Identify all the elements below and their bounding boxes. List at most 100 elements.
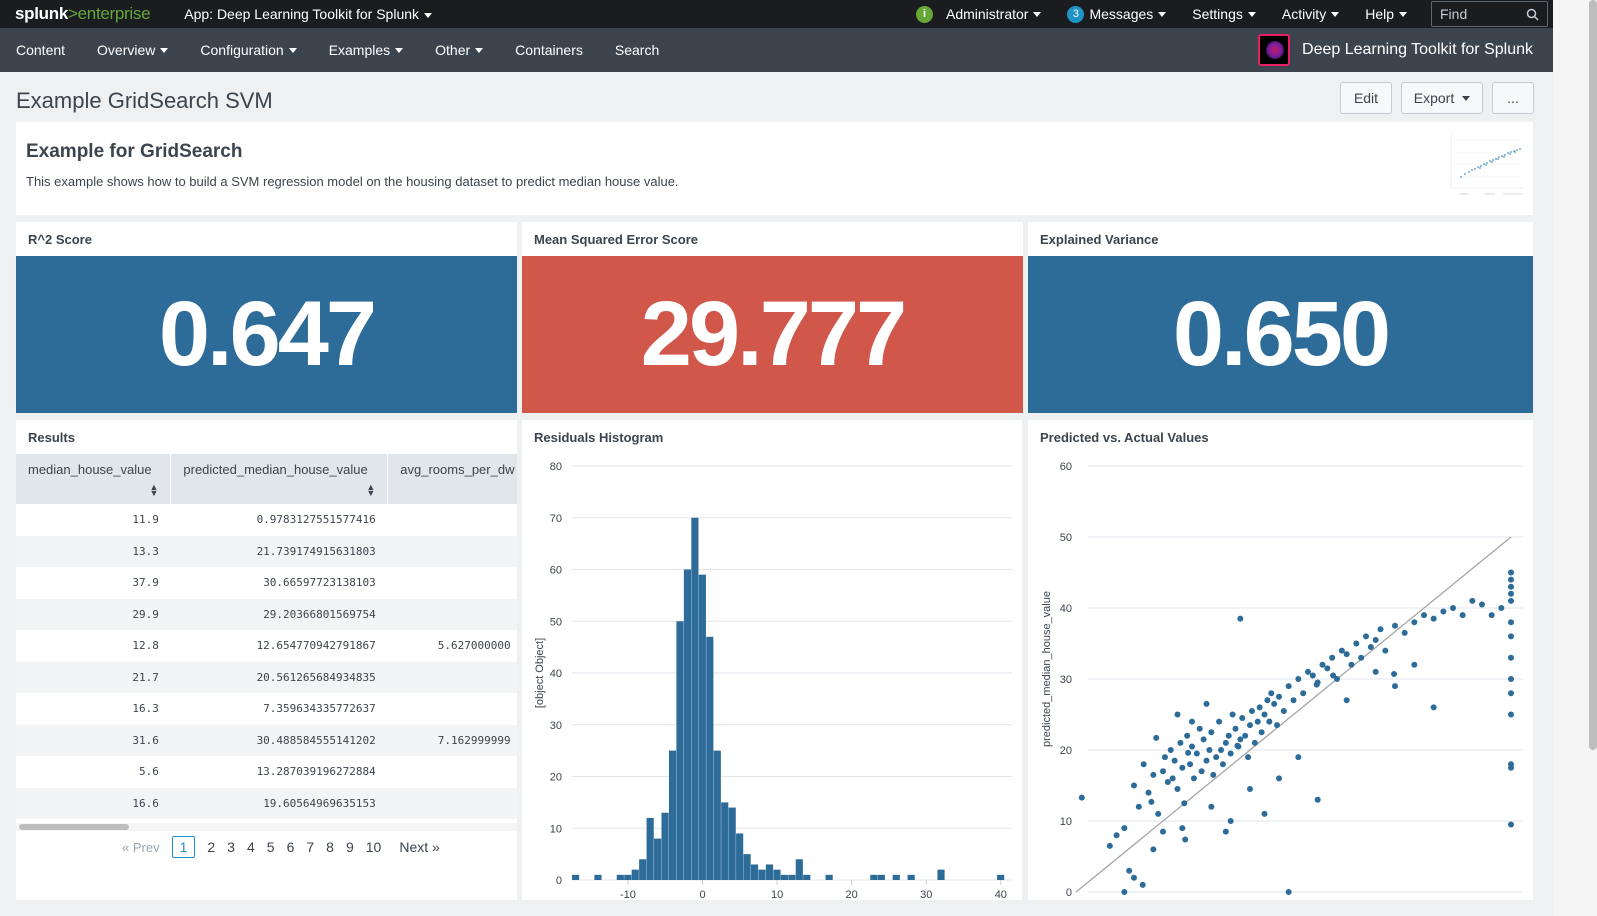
scatter-point	[1171, 757, 1178, 764]
scatter-point	[1177, 739, 1184, 746]
app-menu[interactable]: App: Deep Learning Toolkit for Splunk	[184, 6, 433, 22]
scatter-point	[1411, 661, 1418, 668]
table-row[interactable]: 11.9 0.9783127551577416	[16, 504, 517, 536]
sort-icon[interactable]: ▲ ▼	[366, 482, 376, 498]
explained-variance-value[interactable]: 0.650	[1028, 256, 1533, 413]
scatter-point	[1271, 700, 1278, 707]
scatter-point	[1190, 775, 1197, 782]
histogram-bar	[765, 864, 774, 880]
page-button[interactable]: 6	[286, 839, 295, 855]
edit-button[interactable]: Edit	[1340, 82, 1392, 114]
scatter-point	[1401, 629, 1408, 636]
help-menu[interactable]: Help	[1365, 6, 1407, 22]
scatter-point	[1508, 654, 1514, 661]
table-row[interactable]: 21.7 20.561265684934835	[16, 661, 517, 693]
panel-title: Residuals Histogram	[534, 430, 664, 445]
next-page-button[interactable]: Next »	[399, 839, 440, 855]
table-row[interactable]: 16.3 7.359634335772637	[16, 693, 517, 725]
scatter-point	[1140, 761, 1147, 768]
nav-item-examples[interactable]: Examples	[329, 42, 404, 58]
find-input[interactable]: Find	[1431, 1, 1548, 27]
scatter-point	[1208, 729, 1215, 736]
scatter-point	[1247, 786, 1253, 793]
scatter-point	[1254, 718, 1261, 725]
y-tick-label: 30	[550, 720, 562, 732]
table-row[interactable]: 12.8 12.654770942791867 5.627000000	[16, 630, 517, 662]
scatter-point	[1508, 597, 1514, 604]
y-tick-label: 0	[556, 875, 562, 887]
scatter-point	[1145, 789, 1152, 796]
nav-item-configuration[interactable]: Configuration	[200, 42, 297, 58]
nav-item-content[interactable]: Content	[16, 42, 65, 58]
page-button[interactable]: 7	[306, 839, 315, 855]
prev-page-button[interactable]: « Prev	[122, 839, 160, 855]
histogram-bar	[654, 838, 662, 880]
page-scrollbar[interactable]	[1553, 0, 1597, 916]
table-row[interactable]: 31.6 30.488584555141202 7.162999999	[16, 724, 517, 756]
chevron-down-icon	[1158, 11, 1167, 17]
predicted-vs-actual-chart: 0 10 20 30 40 50 60 predicted_median_house_valu…	[1041, 461, 1523, 899]
scatter-point	[1232, 725, 1239, 732]
scatter-point	[1314, 796, 1321, 803]
activity-menu[interactable]: Activity	[1282, 6, 1340, 22]
page-button[interactable]: 3	[227, 839, 235, 855]
mse-score-panel: Mean Squared Error Score 29.777	[522, 222, 1023, 413]
sort-icon[interactable]: ▲ ▼	[149, 482, 159, 498]
column-header[interactable]: predicted_median_house_value ▲ ▼	[170, 454, 389, 504]
app-logo-icon	[1258, 34, 1291, 66]
page-scrollbar-thumb[interactable]	[1589, 0, 1597, 750]
scatter-point	[1268, 690, 1275, 697]
scatter-point	[1185, 749, 1192, 756]
column-header[interactable]: avg_rooms_per_dw	[387, 454, 517, 504]
y-tick-label: 20	[1060, 745, 1072, 757]
x-tick-label: 10	[771, 889, 783, 900]
nav-item-other[interactable]: Other	[435, 42, 484, 58]
table-row[interactable]: 37.9 30.66597723138103	[16, 567, 517, 599]
more-actions-button[interactable]: ...	[1492, 82, 1534, 114]
page-button[interactable]: 9	[345, 839, 354, 855]
chevron-down-icon	[160, 47, 169, 53]
page-button[interactable]: 1	[171, 836, 196, 858]
histogram-bar	[572, 874, 580, 880]
scatter-point	[1216, 718, 1223, 725]
table-row[interactable]: 16.6 19.60564969635153	[16, 787, 517, 819]
nav-item-overview[interactable]: Overview	[97, 42, 169, 58]
mse-score-value[interactable]: 29.777	[522, 256, 1023, 413]
messages-menu[interactable]: 3 Messages	[1067, 5, 1167, 23]
admin-menu[interactable]: i Administrator	[915, 5, 1042, 23]
scatter-point	[1155, 810, 1162, 817]
health-status-icon[interactable]: i	[915, 5, 933, 23]
scatter-point	[1498, 605, 1505, 611]
histogram-bar	[713, 750, 721, 880]
r2-score-value[interactable]: 0.647	[16, 256, 517, 413]
scatter-point	[1508, 764, 1514, 771]
export-button[interactable]: Export	[1401, 82, 1483, 114]
page-button[interactable]: 10	[365, 839, 382, 855]
chevron-down-icon	[395, 47, 404, 53]
table-row[interactable]: 5.6 13.287039196272884	[16, 756, 517, 788]
splunk-logo[interactable]: splunk>enterprise	[15, 4, 151, 24]
histogram-bar	[736, 833, 744, 880]
page-button[interactable]: 4	[246, 839, 255, 855]
nav-item-containers[interactable]: Containers	[515, 42, 583, 58]
table-horizontal-scrollbar[interactable]	[16, 823, 517, 831]
x-tick-label: 0	[699, 889, 705, 900]
table-scrollbar-thumb[interactable]	[19, 824, 129, 830]
chevron-down-icon	[1331, 11, 1340, 17]
table-cell: 0.9783127551577416	[256, 513, 376, 527]
app-title[interactable]: Deep Learning Toolkit for Splunk	[1258, 34, 1533, 66]
histogram-bar	[803, 874, 811, 880]
table-row[interactable]: 29.9 29.20366801569754	[16, 598, 517, 630]
page-button[interactable]: 5	[266, 839, 275, 855]
table-row[interactable]: 13.3 21.739174915631803	[16, 535, 517, 567]
table-cell: 7.162999999	[387, 724, 517, 756]
page-button[interactable]: 8	[326, 839, 334, 855]
nav-item-search[interactable]: Search	[615, 42, 659, 58]
scatter-point	[1126, 867, 1133, 874]
page-button[interactable]: 2	[207, 839, 216, 855]
column-header[interactable]: median_house_value ▲ ▼	[16, 454, 172, 504]
settings-menu[interactable]: Settings	[1192, 6, 1256, 22]
histogram-bar	[646, 817, 654, 880]
scatter-point	[1174, 786, 1181, 793]
scatter-point	[1198, 768, 1205, 775]
